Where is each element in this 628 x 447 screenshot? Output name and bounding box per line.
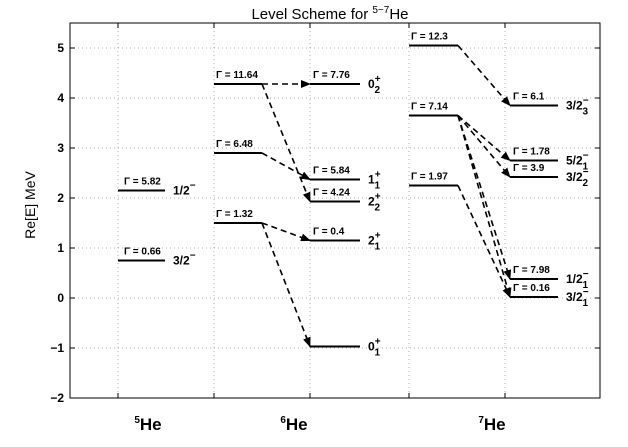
level-he7_r_321: Γ = 0.16 3/2− 1 [510, 283, 589, 309]
state-label: 1+ 1 [368, 170, 381, 192]
level-he7_l_7: Γ = 7.14 [409, 102, 458, 117]
gamma-label: Γ = 1.97 [411, 172, 448, 183]
transition-arrow [457, 115, 512, 298]
level-he6_l_1: Γ = 1.32 [214, 209, 262, 224]
x-axis-nuclei: 5He 6He 7He [134, 415, 505, 434]
gamma-label: Γ = 0.4 [313, 227, 345, 238]
level-he5_3half: Γ = 0.66 3/2− [118, 247, 196, 268]
level-he7_r_322: Γ = 3.9 3/2− 2 [510, 163, 589, 189]
level-he7_r_121: Γ = 7.98 1/2− 1 [510, 265, 589, 291]
gamma-label: Γ = 3.9 [513, 163, 545, 174]
y-axis: −2 −1 0 1 2 3 4 5 [50, 23, 600, 405]
state-label: 2+ 2 [368, 192, 381, 214]
transition-arrow [457, 114, 511, 178]
y-tick-label: 5 [57, 41, 64, 55]
state-label: 3/2− 3 [566, 96, 589, 118]
y-axis-label: Re[E] MeV [22, 171, 38, 239]
level-he6_r_21: Γ = 0.4 2+ 1 [310, 227, 381, 253]
nucleus-label-6He: 6He [280, 415, 307, 434]
state-label: 5/2− 1 [566, 151, 589, 173]
state-label: 1/2− 1 [566, 269, 589, 291]
gamma-label: Γ = 5.82 [124, 177, 161, 188]
gamma-label: Γ = 4.24 [313, 188, 350, 199]
y-tick-label: 3 [57, 141, 64, 155]
plot-frame [69, 22, 601, 399]
chart-title: Level Scheme for 5−7He [251, 5, 408, 23]
level-he6_r_22: Γ = 4.24 2+ 2 [310, 188, 381, 214]
transition-arrow [457, 185, 511, 298]
level-he6_l_11: Γ = 11.64 [214, 70, 262, 85]
grid [70, 23, 600, 398]
nucleus-label-5He: 5He [134, 415, 161, 434]
level-he7_r_323: Γ = 6.1 3/2− 3 [510, 92, 589, 118]
gamma-label: Γ = 6.48 [216, 139, 253, 150]
transition-arrow [261, 152, 311, 181]
state-label: 3/2− [173, 251, 196, 268]
level-he5_half: Γ = 5.82 1/2− [118, 177, 196, 198]
y-tick-label: −2 [50, 391, 64, 405]
level-he7_l_2: Γ = 1.97 [409, 172, 458, 187]
gamma-label: Γ = 1.32 [216, 209, 253, 220]
y-tick-label: 2 [57, 191, 64, 205]
gamma-label: Γ = 7.14 [411, 102, 448, 113]
transition-arrow [457, 44, 511, 107]
transition-arrow [261, 222, 311, 348]
y-tick-label: 0 [57, 291, 64, 305]
level-he6_r_01: 0+ 1 [310, 337, 381, 359]
level-he6_r_11: Γ = 5.84 1+ 1 [310, 166, 381, 192]
transition-arrow [261, 222, 311, 242]
y-tick-label: 1 [57, 241, 64, 255]
gamma-label: Γ = 7.98 [513, 265, 550, 276]
y-tick-label: 4 [57, 91, 64, 105]
state-label: 1/2− [173, 181, 196, 198]
gamma-label: Γ = 12.3 [411, 32, 448, 43]
transition-arrow [457, 115, 512, 280]
transition-arrow [457, 114, 511, 162]
level-he7_r_521: Γ = 1.78 5/2− 1 [510, 147, 589, 173]
state-label: 0+ 1 [368, 337, 381, 359]
gamma-label: Γ = 5.84 [313, 166, 350, 177]
state-label: 0+ 2 [368, 74, 381, 96]
y-tick-label: −1 [50, 341, 64, 355]
state-label: 2+ 1 [368, 231, 381, 253]
transition-arrow [261, 83, 311, 203]
nucleus-label-7He: 7He [478, 415, 505, 434]
gamma-label: Γ = 7.76 [313, 70, 350, 81]
state-label: 3/2− 1 [566, 287, 589, 309]
level-he6_r_02: Γ = 7.76 0+ 2 [310, 70, 381, 96]
gamma-label: Γ = 0.66 [124, 247, 161, 258]
gamma-label: Γ = 6.1 [513, 92, 545, 103]
gamma-label: Γ = 11.64 [216, 70, 258, 81]
level-he6_l_6: Γ = 6.48 [214, 139, 262, 154]
levels: Γ = 5.82 1/2− Γ = 0.66 3/2− Γ = 11.64 Γ = 6.4… [118, 32, 589, 359]
level-he7_l_12: Γ = 12.3 [409, 32, 458, 47]
transitions [261, 44, 512, 348]
gamma-label: Γ = 1.78 [513, 147, 550, 158]
state-label: 3/2− 2 [566, 167, 589, 189]
gamma-label: Γ = 0.16 [513, 283, 550, 294]
